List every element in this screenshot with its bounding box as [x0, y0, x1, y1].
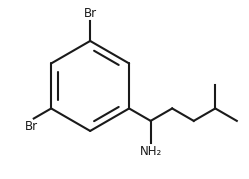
Text: Br: Br [84, 7, 97, 20]
Text: NH₂: NH₂ [139, 145, 162, 158]
Text: Br: Br [25, 120, 38, 133]
